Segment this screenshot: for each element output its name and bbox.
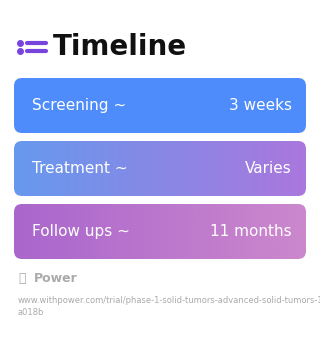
- Text: Timeline: Timeline: [53, 33, 187, 61]
- Text: ⏵: ⏵: [18, 272, 26, 284]
- Text: Screening ~: Screening ~: [32, 98, 126, 113]
- Text: Follow ups ~: Follow ups ~: [32, 224, 130, 239]
- Text: Varies: Varies: [245, 161, 292, 176]
- Text: Treatment ~: Treatment ~: [32, 161, 128, 176]
- Text: www.withpower.com/trial/phase-1-solid-tumors-advanced-solid-tumors-1-2022-
a018b: www.withpower.com/trial/phase-1-solid-tu…: [18, 296, 320, 317]
- Text: Power: Power: [34, 272, 78, 284]
- Text: 3 weeks: 3 weeks: [229, 98, 292, 113]
- Text: 11 months: 11 months: [210, 224, 292, 239]
- FancyBboxPatch shape: [14, 78, 306, 133]
